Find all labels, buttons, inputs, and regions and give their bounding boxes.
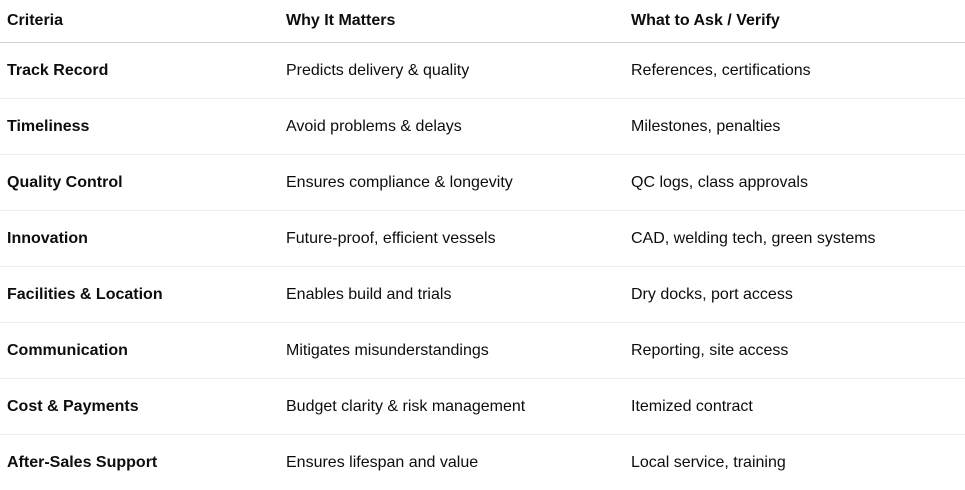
criteria-cell: Facilities & Location [0, 267, 279, 323]
verify-cell: QC logs, class approvals [624, 155, 965, 211]
verify-cell: Local service, training [624, 435, 965, 490]
verify-cell: Reporting, site access [624, 323, 965, 379]
verify-cell: CAD, welding tech, green systems [624, 211, 965, 267]
criteria-cell: Quality Control [0, 155, 279, 211]
why-cell: Mitigates misunderstandings [279, 323, 624, 379]
verify-cell: References, certifications [624, 43, 965, 99]
criteria-cell: Innovation [0, 211, 279, 267]
why-cell: Ensures compliance & longevity [279, 155, 624, 211]
why-cell: Avoid problems & delays [279, 99, 624, 155]
why-cell: Predicts delivery & quality [279, 43, 624, 99]
header-criteria: Criteria [0, 0, 279, 43]
header-what-to-ask: What to Ask / Verify [624, 0, 965, 43]
criteria-cell: Timeliness [0, 99, 279, 155]
table-header-row: Criteria Why It Matters What to Ask / Ve… [0, 0, 965, 43]
header-why-it-matters: Why It Matters [279, 0, 624, 43]
verify-cell: Itemized contract [624, 379, 965, 435]
why-cell: Ensures lifespan and value [279, 435, 624, 490]
why-cell: Enables build and trials [279, 267, 624, 323]
criteria-cell: Communication [0, 323, 279, 379]
why-cell: Budget clarity & risk management [279, 379, 624, 435]
verify-cell: Milestones, penalties [624, 99, 965, 155]
criteria-cell: After-Sales Support [0, 435, 279, 490]
why-cell: Future-proof, efficient vessels [279, 211, 624, 267]
criteria-cell: Track Record [0, 43, 279, 99]
verify-cell: Dry docks, port access [624, 267, 965, 323]
criteria-cell: Cost & Payments [0, 379, 279, 435]
